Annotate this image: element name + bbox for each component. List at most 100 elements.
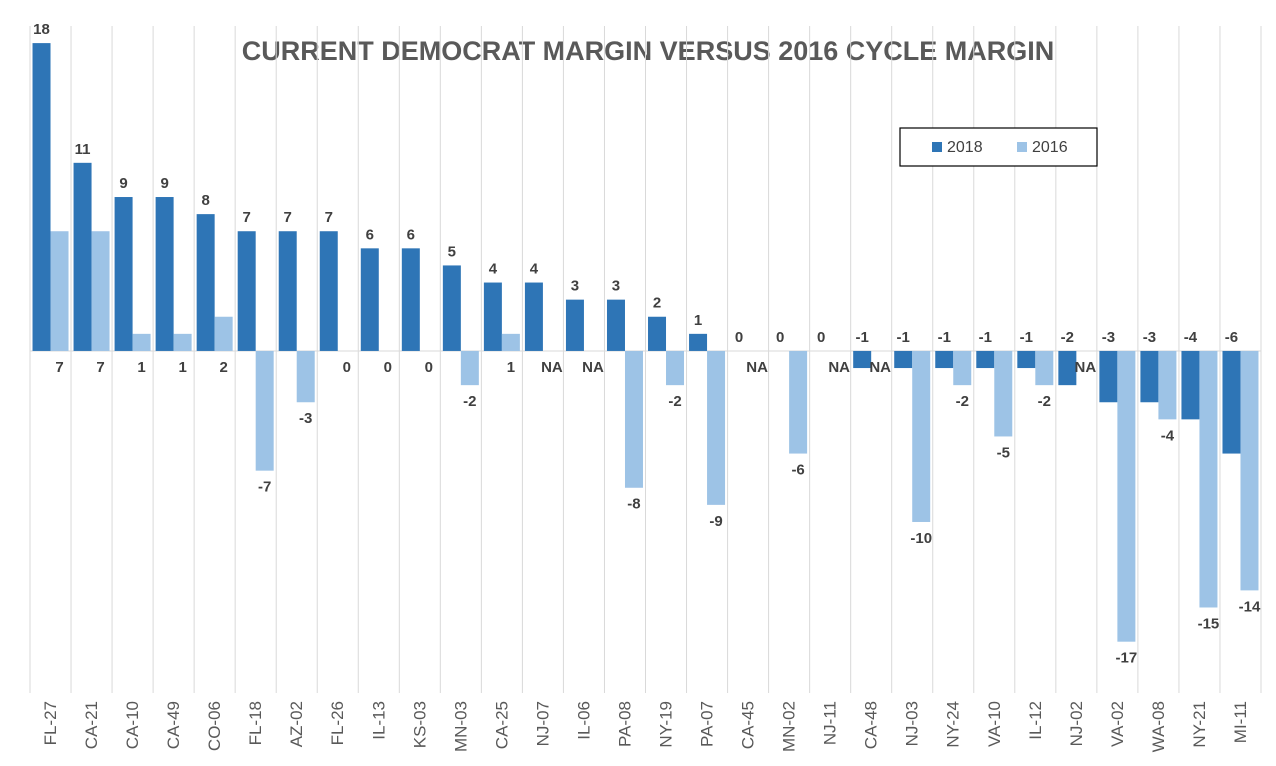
bar [483, 282, 502, 351]
x-tick-label: NJ-11 [821, 701, 840, 745]
legend-swatch [932, 142, 942, 152]
bar [1181, 350, 1200, 420]
data-label: -5 [997, 444, 1010, 461]
data-label: -2 [668, 393, 681, 410]
x-tick-label: FL-26 [328, 701, 347, 745]
bar [401, 248, 420, 351]
x-tick-label: CO-06 [205, 701, 224, 751]
data-label: 7 [284, 209, 292, 226]
x-tick-label: FL-18 [246, 701, 265, 745]
bar [32, 43, 51, 351]
x-tick-label: NY-21 [1190, 701, 1209, 748]
x-tick-label: CA-48 [862, 701, 881, 749]
x-tick-label: MN-02 [780, 701, 799, 752]
data-label: -3 [1143, 329, 1156, 346]
chart-title: CURRENT DEMOCRAT MARGIN VERSUS 2016 CYCL… [242, 36, 1055, 66]
bar [606, 299, 625, 351]
data-label: 6 [407, 226, 415, 243]
bar [565, 299, 584, 351]
bar [296, 350, 315, 403]
data-label: 7 [96, 359, 104, 376]
data-label: NA [582, 359, 604, 376]
bar [214, 316, 233, 351]
bar [524, 282, 543, 351]
bar [255, 350, 274, 471]
bar [624, 350, 643, 488]
x-tick-label: IL-13 [369, 701, 388, 740]
x-tick-label: PA-07 [698, 701, 717, 747]
data-label: -2 [956, 393, 969, 410]
data-label: -17 [1116, 650, 1138, 667]
data-label: 2 [653, 295, 661, 312]
bar [648, 316, 667, 351]
data-label: -1 [897, 329, 910, 346]
bar [976, 350, 995, 369]
data-label: -4 [1161, 427, 1175, 444]
data-label: 18 [33, 21, 50, 38]
bar [1199, 350, 1218, 608]
bar [689, 333, 708, 351]
data-label: 9 [119, 175, 127, 192]
data-label: 7 [325, 209, 333, 226]
bar [1222, 350, 1241, 454]
data-label: -2 [463, 393, 476, 410]
x-tick-label: MN-03 [451, 701, 470, 752]
data-label: 8 [201, 192, 209, 209]
bar [1058, 350, 1077, 386]
x-tick-label: PA-08 [615, 701, 634, 747]
bar [894, 350, 913, 369]
data-label: -1 [1020, 329, 1033, 346]
x-tick-label: CA-25 [492, 701, 511, 749]
bar [155, 197, 174, 351]
bar [1117, 350, 1136, 642]
data-label: NA [828, 359, 850, 376]
data-label: 1 [507, 359, 515, 376]
bar [1017, 350, 1036, 369]
x-tick-label: IL-12 [1026, 701, 1045, 740]
x-tick-label: VA-10 [985, 701, 1004, 747]
data-label: -4 [1184, 329, 1198, 346]
x-tick-label: CA-10 [123, 701, 142, 749]
bar [1035, 350, 1054, 386]
bar [953, 350, 972, 386]
x-tick-label: NY-19 [657, 701, 676, 748]
bar [460, 350, 479, 386]
bar [114, 197, 133, 351]
data-label: 3 [571, 278, 579, 295]
x-tick-label: KS-03 [410, 701, 429, 748]
data-label: -14 [1239, 598, 1261, 615]
data-label: 4 [530, 261, 539, 278]
data-label: 7 [243, 209, 251, 226]
data-label: -6 [791, 462, 804, 479]
data-label: 1 [178, 359, 186, 376]
bar [173, 333, 192, 351]
bar [91, 231, 110, 351]
data-label: 9 [160, 175, 168, 192]
data-label: 3 [612, 278, 620, 295]
bar [1240, 350, 1259, 591]
bar [360, 248, 379, 351]
x-tick-label: MI-11 [1231, 701, 1250, 743]
x-tick-label: NJ-02 [1067, 701, 1086, 746]
data-label: -10 [910, 530, 932, 547]
bar [1158, 350, 1177, 420]
data-label: NA [746, 359, 768, 376]
x-tick-label: CA-45 [739, 701, 758, 749]
x-tick-label: CA-49 [164, 701, 183, 749]
bar [707, 350, 726, 505]
legend-label: 2016 [1032, 139, 1068, 156]
data-label: NA [541, 359, 563, 376]
data-label: 4 [489, 261, 498, 278]
data-label: -1 [856, 329, 869, 346]
data-label: 0 [735, 329, 743, 346]
bar [278, 231, 297, 351]
data-label: -1 [938, 329, 951, 346]
data-label: -3 [299, 410, 312, 427]
bar [73, 162, 92, 351]
x-tick-label: NY-24 [944, 701, 963, 748]
x-tick-label: FL-27 [41, 701, 60, 745]
data-label: 6 [366, 226, 374, 243]
data-label: -9 [709, 513, 722, 530]
data-label: 0 [343, 359, 351, 376]
